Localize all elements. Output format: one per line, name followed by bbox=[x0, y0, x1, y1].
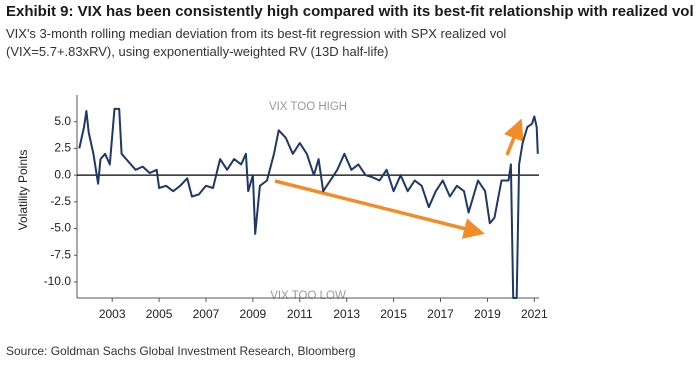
y-axis-label: Volatility Points bbox=[16, 150, 30, 231]
annotation: VIX TOO LOW bbox=[270, 290, 346, 302]
chart-title: Exhibit 9: VIX has been consistently hig… bbox=[6, 3, 694, 20]
y-tick-label: -2.5 bbox=[50, 194, 71, 208]
x-tick-label: 2005 bbox=[146, 307, 173, 321]
chart-subtitle: VIX's 3-month rolling median deviation f… bbox=[6, 26, 507, 59]
source-note: Source: Goldman Sachs Global Investment … bbox=[6, 344, 356, 358]
y-tick-label: 2.5 bbox=[54, 141, 71, 155]
y-tick-label: -7.5 bbox=[50, 247, 71, 261]
trend-arrow bbox=[274, 179, 485, 239]
trend-arrow bbox=[504, 118, 524, 156]
x-tick-label: 2013 bbox=[333, 307, 360, 321]
x-tick-label: 2015 bbox=[380, 307, 407, 321]
data-line bbox=[78, 107, 539, 299]
x-tick-label: 2003 bbox=[99, 307, 126, 321]
x-tick-label: 2007 bbox=[193, 307, 220, 321]
y-tick-label: 5.0 bbox=[54, 114, 71, 128]
x-tick-label: 2011 bbox=[287, 307, 313, 321]
annotation: VIX TOO HIGH bbox=[269, 101, 347, 113]
y-tick-label: -10.0 bbox=[44, 274, 72, 288]
x-tick-label: 2009 bbox=[240, 307, 267, 321]
y-tick-label: 0.0 bbox=[54, 167, 71, 181]
x-tick-label: 2021 bbox=[521, 307, 548, 321]
y-tick-label: -5.0 bbox=[50, 221, 71, 235]
x-tick-label: 2019 bbox=[474, 307, 501, 321]
x-tick-label: 2017 bbox=[427, 307, 454, 321]
